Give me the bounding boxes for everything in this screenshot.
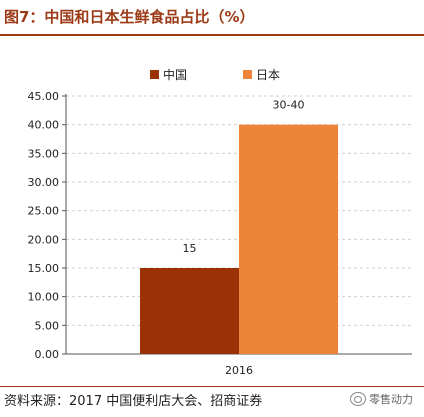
title-bar: 图7：中国和日本生鲜食品占比（%） xyxy=(0,0,424,34)
y-tick-label: 5.00 xyxy=(35,319,60,332)
title-divider xyxy=(0,34,424,36)
legend-swatch xyxy=(243,70,252,79)
legend-label: 中国 xyxy=(163,67,187,82)
y-tick-label: 25.00 xyxy=(28,205,60,218)
bar-japan xyxy=(239,124,338,355)
chart-area: 0.00 5.00 10.00 15.00 20.00 25.00 30.00 35.00 40… xyxy=(0,54,424,386)
y-tick-label: 0.00 xyxy=(35,348,60,361)
y-tick-label: 10.00 xyxy=(28,291,60,304)
data-label: 30-40 xyxy=(273,99,305,112)
y-tick-label: 35.00 xyxy=(28,147,60,160)
watermark-text: 零售动力 xyxy=(369,393,413,406)
bar-china xyxy=(140,268,239,354)
watermark: 零售动力 xyxy=(350,391,413,407)
footer-divider xyxy=(0,386,424,387)
wechat-icon xyxy=(350,392,366,406)
x-tick-label: 2016 xyxy=(225,364,253,377)
source-note: 资料来源：2017 中国便利店大会、招商证券 xyxy=(4,394,263,409)
y-tick-label: 20.00 xyxy=(28,233,60,246)
legend-label: 日本 xyxy=(256,68,280,82)
chart-title: 图7：中国和日本生鲜食品占比（%） xyxy=(4,8,255,26)
y-tick-label: 30.00 xyxy=(28,176,60,189)
y-tick-label: 15.00 xyxy=(28,262,60,275)
legend-swatch xyxy=(150,70,159,79)
y-tick-label: 45.00 xyxy=(28,90,60,103)
bar-chart: 0.00 5.00 10.00 15.00 20.00 25.00 30.00 35.00 40… xyxy=(28,67,412,377)
data-label: 15 xyxy=(183,242,197,255)
y-tick-label: 40.00 xyxy=(28,119,60,132)
